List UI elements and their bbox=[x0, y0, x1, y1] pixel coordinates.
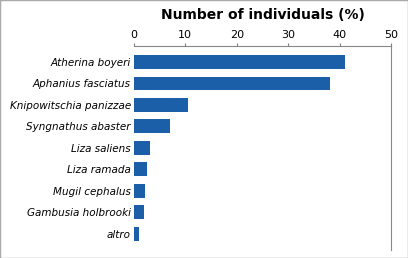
Bar bbox=[134, 141, 150, 155]
Bar bbox=[134, 184, 145, 198]
Bar bbox=[134, 55, 345, 69]
Title: Number of individuals (%): Number of individuals (%) bbox=[161, 8, 364, 22]
Bar bbox=[134, 227, 139, 241]
Bar bbox=[134, 205, 144, 219]
Bar bbox=[134, 77, 330, 91]
Bar bbox=[134, 162, 146, 176]
Bar bbox=[134, 98, 188, 112]
Bar bbox=[134, 119, 170, 133]
